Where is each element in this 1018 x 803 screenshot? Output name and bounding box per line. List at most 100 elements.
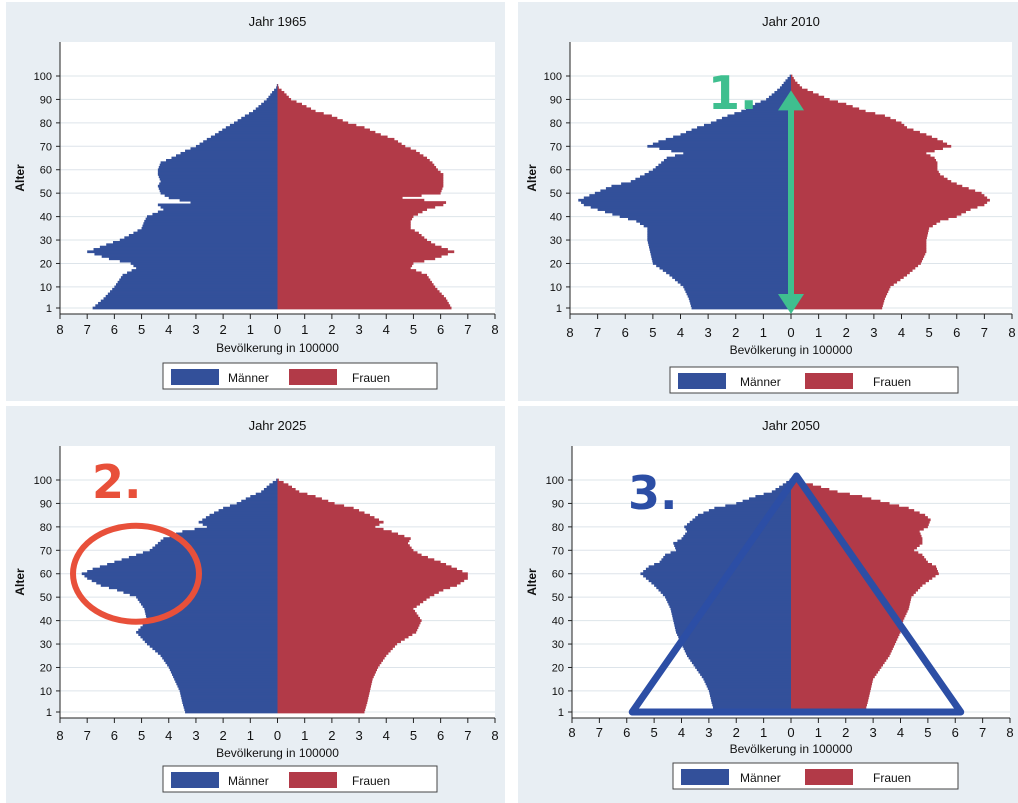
x-tick-label: 3: [705, 325, 712, 340]
bar-male: [675, 628, 791, 632]
bar-male: [263, 488, 278, 491]
bar-male: [741, 109, 791, 113]
y-tick-label: 30: [40, 639, 52, 651]
bar-male: [666, 156, 791, 160]
bar-female: [277, 114, 332, 118]
bar-female: [277, 299, 448, 303]
bar-female: [277, 255, 442, 258]
x-tick-label: 6: [623, 725, 630, 740]
bar-female: [791, 226, 930, 230]
bar-female: [791, 144, 952, 148]
bar-male: [686, 523, 791, 526]
bar-male: [696, 668, 791, 672]
bar-female: [791, 93, 819, 97]
bar-male: [157, 203, 278, 207]
bar-male: [93, 248, 278, 251]
bar-male: [755, 495, 791, 498]
bar-male: [647, 233, 791, 237]
bar-female: [791, 581, 926, 585]
bar-male: [655, 166, 791, 169]
bar-female: [791, 668, 880, 672]
bar-female: [791, 137, 938, 141]
legend-swatch-female: [289, 772, 337, 788]
chart-title: Jahr 2050: [762, 418, 820, 433]
bar-female: [791, 546, 917, 550]
x-tick-label: 1: [815, 725, 822, 740]
bar-female: [791, 170, 939, 174]
bar-female: [277, 694, 369, 697]
bar-female: [791, 238, 927, 242]
bar-female: [791, 241, 927, 244]
bar-female: [791, 95, 825, 99]
bar-female: [791, 262, 921, 265]
bar-female: [791, 98, 830, 101]
y-tick-label: 60: [40, 165, 52, 177]
y-tick-label: 1: [46, 303, 52, 315]
y-tick-label: 20: [550, 258, 562, 270]
bar-female: [791, 175, 944, 179]
bar-male: [742, 499, 791, 503]
bar-male: [698, 670, 791, 674]
bar-male: [119, 238, 278, 242]
bar-male: [147, 619, 278, 622]
bar-female: [277, 198, 425, 202]
bar-male: [145, 614, 278, 618]
bar-female: [277, 499, 329, 503]
bar-female: [791, 280, 898, 284]
bar-female: [791, 250, 927, 254]
bar-male: [736, 502, 791, 505]
bar-female: [277, 238, 428, 242]
bar-female: [277, 219, 411, 223]
bar-female: [277, 173, 444, 176]
x-tick-label: 7: [464, 728, 471, 743]
bar-male: [87, 250, 278, 254]
bar-female: [791, 635, 899, 639]
bar-female: [277, 635, 409, 639]
bar-female: [791, 123, 905, 127]
bar-female: [791, 659, 887, 662]
bar-male: [202, 523, 278, 526]
bar-female: [791, 523, 929, 526]
y-tick-label: 40: [552, 616, 564, 628]
x-tick-label: 6: [111, 322, 118, 337]
bar-male: [659, 147, 791, 151]
bar-male: [771, 93, 791, 97]
bar-female: [277, 485, 292, 489]
bar-male: [674, 154, 791, 158]
y-axis-label: Alter: [13, 164, 27, 192]
bar-male: [619, 215, 791, 218]
bar-male: [108, 257, 278, 261]
bar-male: [639, 222, 791, 226]
bar-male: [180, 694, 278, 697]
bar-female: [277, 562, 447, 566]
x-tick-label: 3: [355, 728, 362, 743]
bar-male: [140, 626, 278, 630]
x-tick-label: 3: [870, 325, 877, 340]
bar-male: [676, 548, 791, 552]
bar-female: [277, 527, 384, 531]
bar-male: [173, 675, 278, 679]
bar-female: [277, 252, 448, 256]
x-tick-label: 1: [815, 325, 822, 340]
bar-female: [791, 525, 928, 529]
bar-female: [791, 233, 928, 237]
x-tick-label: 2: [328, 728, 335, 743]
bar-female: [791, 593, 914, 597]
bar-male: [152, 647, 278, 651]
bar-female: [277, 280, 432, 284]
bar-female: [791, 283, 894, 286]
bar-female: [277, 84, 279, 87]
y-tick-label: 20: [552, 662, 564, 674]
bar-male: [107, 562, 278, 566]
bar-female: [791, 605, 910, 608]
bar-female: [277, 133, 381, 136]
x-tick-label: 4: [383, 728, 390, 743]
bar-female: [277, 276, 429, 279]
bar-female: [791, 553, 923, 557]
y-tick-label: 60: [40, 569, 52, 581]
legend-label-female: Frauen: [873, 375, 911, 389]
bar-male: [140, 635, 278, 639]
bar-female: [277, 161, 433, 165]
bar-female: [277, 659, 383, 662]
bar-female: [791, 640, 897, 644]
